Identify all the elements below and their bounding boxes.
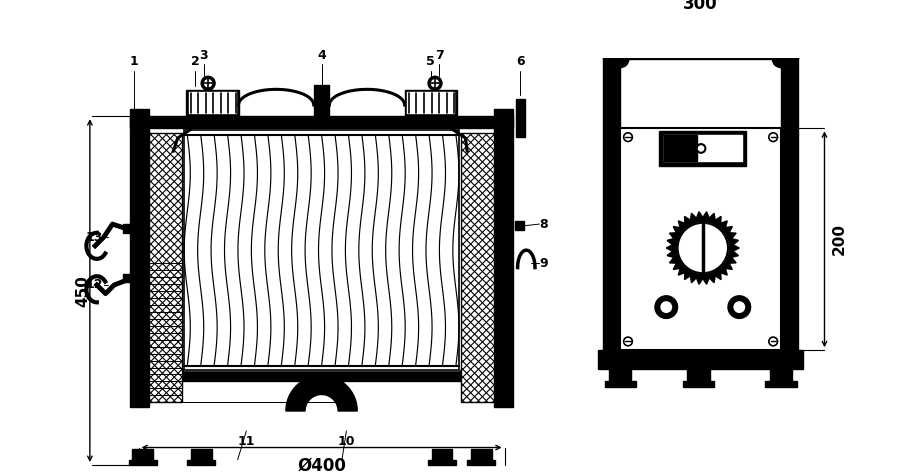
Bar (765, 381, 796, 387)
Text: -: - (708, 324, 715, 338)
Bar (461, 133, 494, 402)
Polygon shape (286, 376, 357, 411)
Circle shape (697, 144, 706, 153)
Text: Ø400: Ø400 (297, 456, 346, 474)
Circle shape (662, 302, 671, 312)
Circle shape (772, 50, 789, 68)
Bar (663, 135, 697, 161)
Bar (687, 368, 710, 382)
Text: 4: 4 (317, 49, 326, 61)
Bar (609, 368, 632, 382)
Bar (405, 90, 457, 116)
Bar (407, 92, 454, 113)
Bar (603, 41, 798, 59)
Text: 3: 3 (200, 49, 208, 61)
Text: 7: 7 (435, 49, 444, 61)
Polygon shape (666, 212, 739, 284)
Bar (184, 130, 459, 370)
Text: 200: 200 (832, 223, 847, 255)
Bar (516, 99, 525, 137)
Text: 13: 13 (86, 231, 103, 244)
Circle shape (204, 80, 212, 87)
Text: 8: 8 (539, 218, 548, 230)
Bar (598, 350, 803, 369)
Bar (314, 85, 329, 129)
Bar (191, 449, 211, 461)
Bar (431, 449, 453, 461)
Bar (149, 133, 182, 402)
Bar (428, 460, 456, 465)
Text: 300: 300 (683, 0, 718, 13)
Bar (663, 135, 742, 161)
Bar (603, 41, 620, 129)
Bar (149, 133, 182, 402)
Text: 11: 11 (238, 436, 255, 448)
Text: КОРПУС: КОРПУС (635, 326, 688, 336)
Text: ТОК: ТОК (688, 289, 717, 302)
Bar (770, 368, 792, 382)
Circle shape (655, 296, 678, 318)
Bar (494, 109, 513, 407)
Circle shape (431, 80, 438, 87)
Text: 1: 1 (130, 56, 139, 69)
Bar (781, 129, 798, 350)
Bar (129, 460, 157, 465)
Text: 10: 10 (338, 436, 356, 448)
Bar (467, 460, 495, 465)
Circle shape (428, 76, 442, 90)
Bar (515, 221, 524, 230)
Circle shape (202, 76, 215, 90)
Bar (603, 129, 620, 350)
Circle shape (728, 296, 751, 318)
Bar (781, 41, 798, 129)
Bar (605, 381, 635, 387)
Circle shape (611, 50, 629, 68)
Bar (130, 109, 149, 407)
Text: 2: 2 (191, 56, 200, 69)
Bar (620, 129, 781, 350)
Bar (683, 381, 714, 387)
Circle shape (678, 223, 728, 273)
Bar (123, 224, 135, 233)
Bar (123, 274, 135, 282)
Bar (189, 92, 236, 113)
Bar (149, 370, 494, 381)
Bar (130, 116, 513, 129)
Text: 450: 450 (76, 275, 90, 307)
Bar (186, 90, 238, 116)
Text: 9: 9 (539, 257, 548, 270)
Text: 12: 12 (86, 278, 103, 291)
Circle shape (678, 223, 728, 273)
Text: 5: 5 (427, 56, 435, 69)
Bar (660, 131, 746, 166)
Bar (461, 133, 494, 402)
Bar (471, 449, 491, 461)
Text: 6: 6 (516, 56, 525, 69)
Bar (187, 460, 215, 465)
Bar (184, 130, 459, 370)
Circle shape (734, 302, 744, 312)
Bar (132, 449, 153, 461)
